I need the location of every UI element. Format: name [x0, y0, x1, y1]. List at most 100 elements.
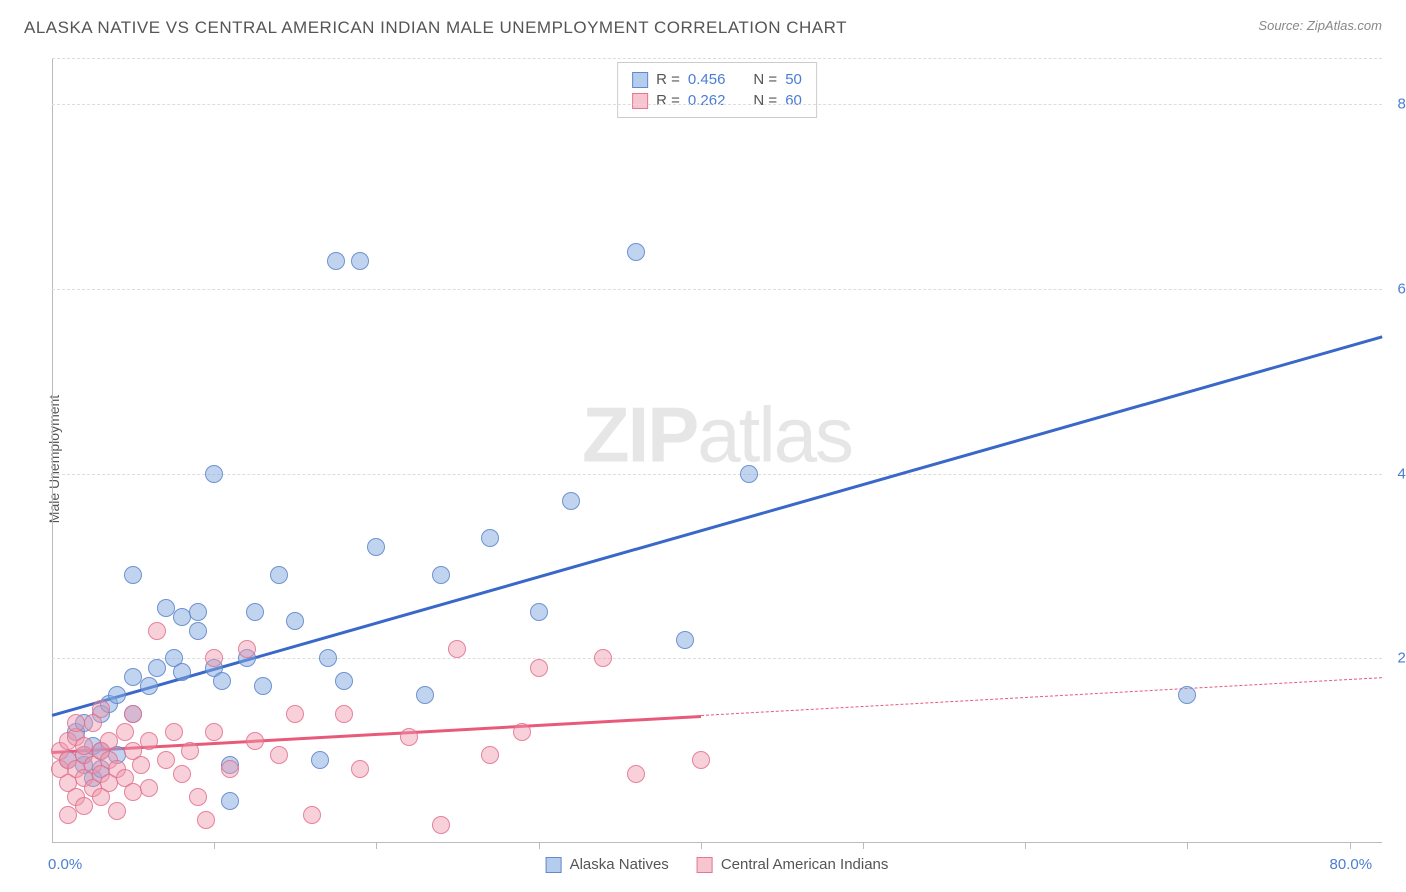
data-point-central-american-indians [124, 705, 142, 723]
data-point-alaska-natives [246, 603, 264, 621]
data-point-central-american-indians [92, 700, 110, 718]
x-tick [863, 843, 864, 849]
data-point-central-american-indians [692, 751, 710, 769]
x-tick [1187, 843, 1188, 849]
x-label-min: 0.0% [48, 856, 82, 873]
data-point-central-american-indians [238, 640, 256, 658]
data-point-alaska-natives [627, 243, 645, 261]
correlation-legend: R =0.456N =50R =0.262N =60 [617, 62, 817, 118]
x-tick [1350, 843, 1351, 849]
data-point-central-american-indians [108, 802, 126, 820]
data-point-alaska-natives [108, 686, 126, 704]
legend-item: Alaska Natives [546, 856, 669, 873]
data-point-alaska-natives [335, 672, 353, 690]
gridline-h [52, 104, 1382, 105]
data-point-alaska-natives [562, 492, 580, 510]
chart-source: Source: ZipAtlas.com [1258, 18, 1382, 33]
data-point-alaska-natives [740, 465, 758, 483]
data-point-alaska-natives [327, 252, 345, 270]
data-point-central-american-indians [594, 649, 612, 667]
y-tick-label: 80.0% [1397, 96, 1406, 113]
data-point-central-american-indians [627, 765, 645, 783]
data-point-alaska-natives [311, 751, 329, 769]
data-point-alaska-natives [481, 529, 499, 547]
gridline-h [52, 474, 1382, 475]
y-tick-label: 20.0% [1397, 650, 1406, 667]
data-point-central-american-indians [221, 760, 239, 778]
legend-label: Alaska Natives [570, 856, 669, 873]
data-point-central-american-indians [165, 723, 183, 741]
data-point-central-american-indians [181, 742, 199, 760]
data-point-alaska-natives [173, 663, 191, 681]
data-point-alaska-natives [148, 659, 166, 677]
legend-swatch [632, 93, 648, 109]
data-point-alaska-natives [1178, 686, 1196, 704]
data-point-central-american-indians [303, 806, 321, 824]
data-point-alaska-natives [213, 672, 231, 690]
data-point-central-american-indians [513, 723, 531, 741]
data-point-central-american-indians [197, 811, 215, 829]
legend-row: R =0.456N =50 [632, 69, 802, 90]
data-point-alaska-natives [351, 252, 369, 270]
data-point-central-american-indians [246, 732, 264, 750]
data-point-alaska-natives [367, 538, 385, 556]
data-point-central-american-indians [189, 788, 207, 806]
series-legend: Alaska Natives Central American Indians [546, 856, 889, 873]
data-point-central-american-indians [286, 705, 304, 723]
legend-swatch [697, 857, 713, 873]
x-label-max: 80.0% [1330, 856, 1373, 873]
data-point-alaska-natives [432, 566, 450, 584]
data-point-central-american-indians [140, 779, 158, 797]
data-point-central-american-indians [351, 760, 369, 778]
y-axis-line [52, 58, 53, 843]
legend-label: Central American Indians [721, 856, 889, 873]
data-point-central-american-indians [157, 751, 175, 769]
data-point-central-american-indians [205, 723, 223, 741]
y-tick-label: 60.0% [1397, 280, 1406, 297]
data-point-central-american-indians [400, 728, 418, 746]
data-point-central-american-indians [75, 797, 93, 815]
data-point-alaska-natives [319, 649, 337, 667]
data-point-alaska-natives [124, 566, 142, 584]
data-point-central-american-indians [140, 732, 158, 750]
data-point-alaska-natives [530, 603, 548, 621]
x-tick [539, 843, 540, 849]
data-point-central-american-indians [481, 746, 499, 764]
data-point-alaska-natives [254, 677, 272, 695]
data-point-central-american-indians [335, 705, 353, 723]
data-point-central-american-indians [448, 640, 466, 658]
chart-header: ALASKA NATIVE VS CENTRAL AMERICAN INDIAN… [0, 0, 1406, 46]
data-point-alaska-natives [189, 622, 207, 640]
data-point-alaska-natives [221, 792, 239, 810]
data-point-central-american-indians [59, 806, 77, 824]
data-point-central-american-indians [432, 816, 450, 834]
data-point-alaska-natives [286, 612, 304, 630]
data-point-central-american-indians [100, 732, 118, 750]
plot-area: ZIPatlas R =0.456N =50R =0.262N =60 20.0… [52, 58, 1382, 843]
data-point-central-american-indians [530, 659, 548, 677]
trend-line-central-american-indians [701, 677, 1382, 716]
data-point-alaska-natives [124, 668, 142, 686]
data-point-alaska-natives [270, 566, 288, 584]
data-point-alaska-natives [157, 599, 175, 617]
data-point-alaska-natives [189, 603, 207, 621]
chart-title: ALASKA NATIVE VS CENTRAL AMERICAN INDIAN… [24, 18, 847, 38]
data-point-central-american-indians [173, 765, 191, 783]
legend-item: Central American Indians [697, 856, 889, 873]
data-point-central-american-indians [75, 737, 93, 755]
chart-container: Male Unemployment ZIPatlas R =0.456N =50… [52, 58, 1382, 843]
data-point-central-american-indians [205, 649, 223, 667]
y-tick-label: 40.0% [1397, 465, 1406, 482]
x-tick [214, 843, 215, 849]
data-point-alaska-natives [676, 631, 694, 649]
legend-swatch [546, 857, 562, 873]
gridline-h [52, 289, 1382, 290]
data-point-central-american-indians [270, 746, 288, 764]
data-point-alaska-natives [140, 677, 158, 695]
data-point-alaska-natives [416, 686, 434, 704]
x-axis-line [52, 842, 1382, 843]
legend-swatch [632, 72, 648, 88]
data-point-central-american-indians [148, 622, 166, 640]
x-tick [376, 843, 377, 849]
data-point-central-american-indians [116, 723, 134, 741]
